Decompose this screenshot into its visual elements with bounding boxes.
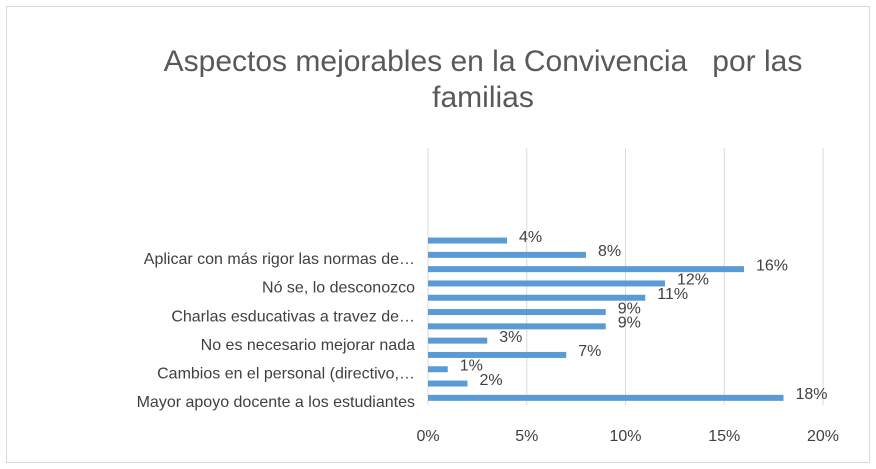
y-tick-label: Charlas esducativas a travez de… (171, 308, 415, 325)
chart-title: Aspectos mejorables en la Convivencia po… (163, 45, 811, 114)
y-tick-label: Cambios en el personal (directivo,… (157, 365, 415, 382)
data-label: 11% (657, 286, 688, 303)
bar (428, 351, 567, 358)
bar (428, 394, 784, 401)
bar (428, 280, 665, 287)
data-label: 12% (677, 272, 709, 289)
data-label: 4% (519, 229, 542, 246)
bar (428, 380, 468, 387)
data-label: 18% (796, 386, 828, 403)
x-tick-label: 0% (416, 428, 439, 445)
x-tick-label: 10% (609, 428, 641, 445)
y-tick-label: Mayor apoyo docente a los estudiantes (137, 394, 415, 411)
data-label: 7% (578, 343, 601, 360)
bar (428, 251, 586, 258)
data-label: 9% (618, 300, 641, 317)
data-label: 1% (460, 357, 483, 374)
y-tick-label: No es necesario mejorar nada (201, 337, 415, 354)
data-label: 16% (756, 257, 788, 274)
y-tick-label: Aplicar con más rigor las normas de… (144, 251, 415, 268)
x-tick-label: 5% (515, 428, 538, 445)
data-label: 8% (598, 243, 621, 260)
bar (428, 309, 606, 316)
x-tick-label: 20% (807, 428, 839, 445)
bar (428, 366, 448, 373)
data-label: 9% (618, 315, 641, 332)
bar (428, 266, 744, 273)
bar (428, 237, 507, 244)
bar (428, 337, 488, 344)
data-label: 3% (499, 329, 522, 346)
bar (428, 323, 606, 330)
x-tick-label: 15% (708, 428, 740, 445)
bar (428, 294, 646, 301)
data-label: 2% (480, 372, 503, 389)
y-tick-label: Nó se, lo desconozco (262, 280, 415, 297)
